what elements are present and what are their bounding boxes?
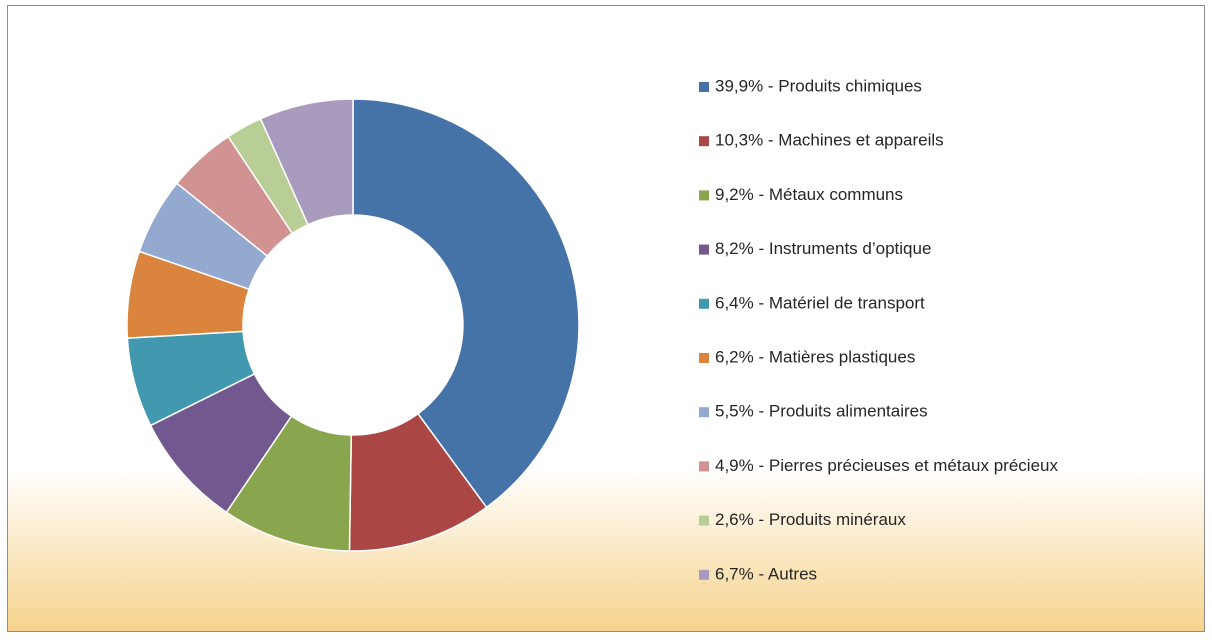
donut-slice: [259, 98, 354, 226]
legend-swatch: [699, 244, 709, 255]
legend-swatch: [699, 298, 709, 309]
legend-label: 2,6% - Produits minéraux: [715, 510, 906, 529]
legend-label: 4,9% - Pierres précieuses et métaux préc…: [715, 456, 1058, 475]
legend-swatch: [699, 461, 709, 472]
legend-label: 5,5% - Produits alimentaires: [715, 402, 928, 421]
legend-label: 39,9% - Produits chimiques: [715, 76, 922, 95]
legend-label: 6,4% - Matériel de transport: [715, 293, 925, 312]
legend-swatch: [699, 569, 709, 580]
legend-swatch: [699, 136, 709, 147]
legend-label: 6,7% - Autres: [715, 564, 817, 583]
legend-label: 9,2% - Métaux communs: [715, 185, 903, 204]
legend-swatch: [699, 353, 709, 363]
legend-label: 6,2% - Matières plastiques: [715, 347, 915, 366]
donut-slice: [352, 98, 580, 509]
legend-swatch: [699, 407, 709, 418]
legend-swatch: [699, 82, 709, 92]
legend-swatch: [699, 190, 709, 201]
legend-label: 10,3% - Machines et appareils: [715, 131, 944, 150]
legend-label: 8,2% - Instruments d’optique: [715, 239, 931, 258]
legend-swatch: [699, 515, 709, 526]
